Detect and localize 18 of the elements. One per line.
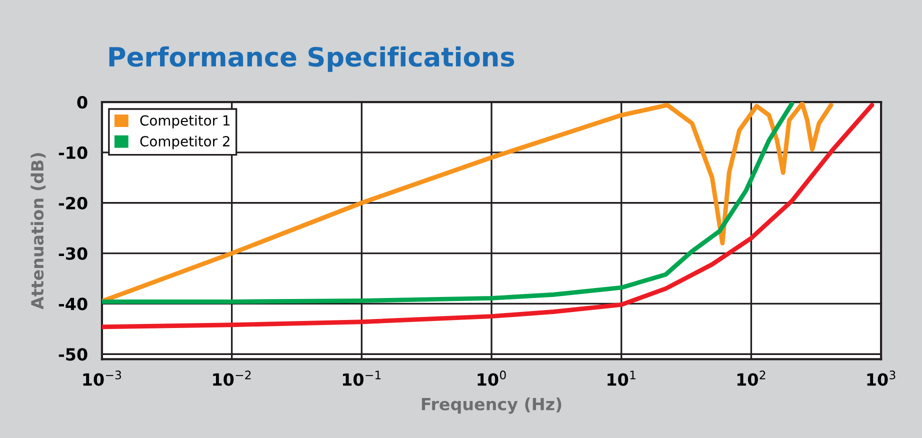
y-tick-label: -20	[58, 196, 88, 210]
x-axis-title: Frequency (Hz)	[422, 398, 562, 414]
x-tick-label: 10$^{2}$	[737, 370, 766, 386]
x-tick-label: 10$^{0}$	[478, 370, 506, 386]
x-tick-label: 10$^{1}$	[608, 370, 636, 386]
y-tick-label: -40	[58, 298, 88, 310]
y-tick-label: -50	[58, 348, 88, 361]
y-tick-label: -10	[58, 146, 88, 160]
chart-title: Performance Specifications	[109, 46, 514, 72]
y-tick-label: 0	[77, 96, 88, 109]
x-tick-label: 10$^{−1}$	[342, 370, 381, 386]
y-tick-label: -30	[58, 247, 88, 260]
x-tick-label: 10$^{−3}$	[83, 370, 122, 386]
x-tick-label: 10$^{−2}$	[213, 370, 251, 386]
x-tick-label: 10$^{3}$	[867, 370, 896, 386]
legend-label: Competitor 1	[140, 114, 230, 128]
legend-label: Competitor 2	[140, 136, 230, 150]
y-axis-title: Attenuation (dB)	[30, 153, 46, 310]
